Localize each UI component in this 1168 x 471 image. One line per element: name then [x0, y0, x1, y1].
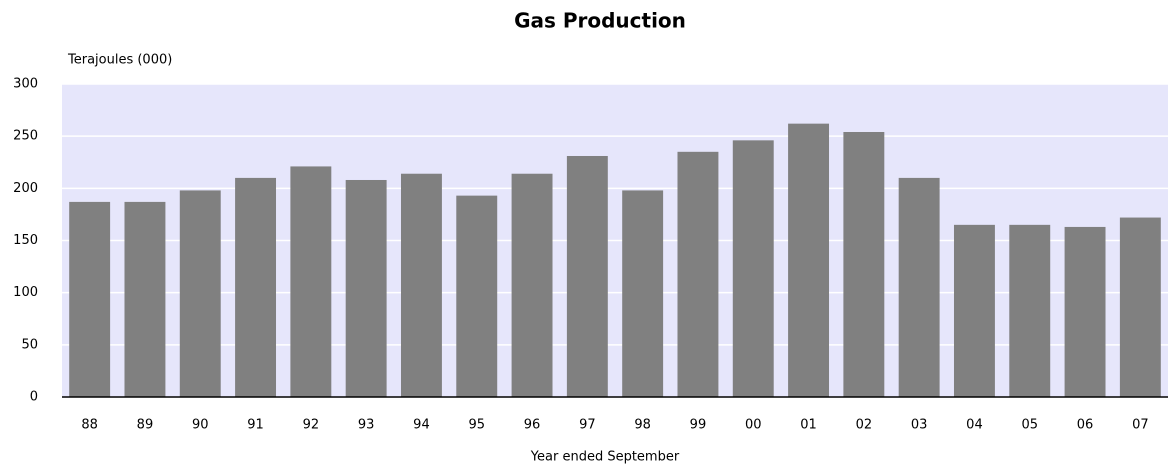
y-tick-label: 300: [13, 77, 38, 92]
x-tick-label: 92: [303, 418, 320, 433]
bar: [124, 201, 166, 397]
x-tick-label: 99: [690, 418, 707, 433]
bar: [69, 201, 111, 397]
bar: [677, 151, 719, 397]
bar: [511, 173, 553, 397]
x-tick-label: 91: [247, 418, 264, 433]
bar: [566, 155, 608, 397]
bar: [788, 123, 830, 397]
bar: [456, 195, 498, 397]
x-tick-label: 95: [468, 418, 485, 433]
bar: [400, 173, 442, 397]
x-tick-label: 01: [800, 418, 817, 433]
x-tick-label: 02: [856, 418, 873, 433]
y-tick-label: 250: [13, 129, 38, 144]
x-tick-label: 05: [1021, 418, 1038, 433]
x-tick-label: 00: [745, 418, 762, 433]
x-tick-label: 94: [413, 418, 430, 433]
x-tick-label: 06: [1077, 418, 1094, 433]
x-tick-label: 96: [524, 418, 541, 433]
bar: [953, 224, 995, 397]
x-tick-label: 88: [81, 418, 98, 433]
bar: [290, 166, 332, 397]
chart-title: Gas Production: [514, 9, 686, 33]
x-tick-label: 97: [579, 418, 596, 433]
y-axis-label: Terajoules (000): [67, 53, 172, 68]
bar: [1009, 224, 1051, 397]
bar: [345, 179, 387, 397]
bar: [732, 140, 774, 397]
x-tick-label: 98: [634, 418, 651, 433]
x-tick-label: 89: [137, 418, 154, 433]
y-tick-label: 100: [13, 285, 38, 300]
x-tick-label: 04: [966, 418, 983, 433]
x-tick-label: 07: [1132, 418, 1149, 433]
x-tick-label: 90: [192, 418, 209, 433]
x-tick-label: 93: [358, 418, 375, 433]
bar: [898, 177, 940, 397]
y-tick-label: 50: [21, 337, 38, 352]
y-tick-label: 200: [13, 181, 38, 196]
x-tick-label: 03: [911, 418, 928, 433]
y-tick-label: 150: [13, 233, 38, 248]
bar: [1064, 226, 1106, 397]
bar: [179, 190, 221, 397]
bar: [235, 177, 277, 397]
bar: [843, 131, 885, 397]
bar: [1119, 217, 1161, 397]
bar: [622, 190, 664, 397]
y-tick-label: 0: [30, 390, 38, 405]
x-axis-label: Year ended September: [530, 450, 680, 465]
